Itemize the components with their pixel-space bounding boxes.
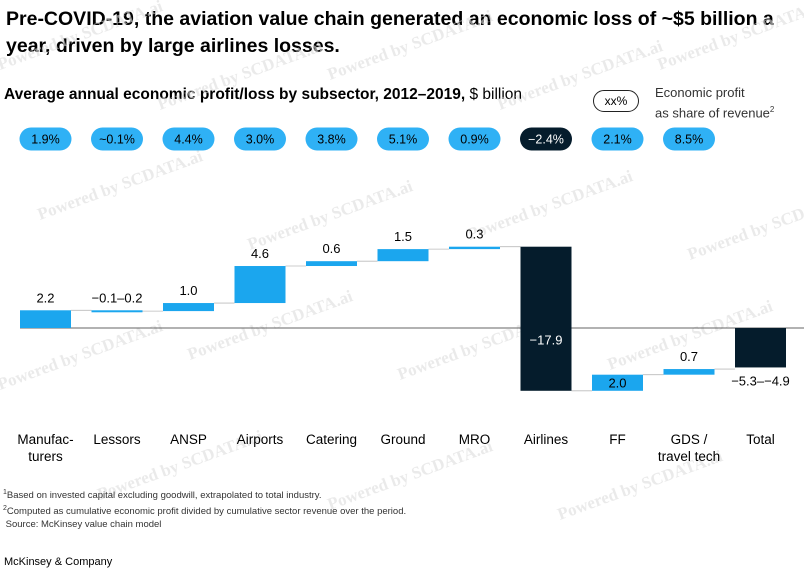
- margin-label-7: −2.4%: [528, 133, 564, 147]
- margin-pill-7: [520, 127, 572, 151]
- margin-label-2: 4.4%: [174, 133, 203, 147]
- chart-subtitle: Average annual economic profit/loss by s…: [4, 86, 522, 104]
- bar-5: [377, 249, 429, 262]
- bar-1: [91, 310, 143, 313]
- category-label-10: Total: [746, 432, 775, 447]
- bar-8: [592, 374, 643, 391]
- value-label-6: 0.3: [465, 227, 483, 242]
- legend-line-1: Economic profit: [655, 85, 745, 100]
- watermark-text: Powered by SCDATA.ai: [325, 6, 496, 84]
- watermark-text: Powered by SCDATA.ai: [0, 0, 165, 74]
- margin-pill-5: [377, 127, 429, 151]
- margin-label-6: 0.9%: [460, 133, 489, 147]
- subtitle-text: Average annual economic profit/loss by s…: [4, 86, 466, 103]
- bar-9: [663, 369, 715, 375]
- margin-label-5: 5.1%: [389, 133, 418, 147]
- bar-7: [520, 246, 572, 391]
- margin-pill-6: [448, 127, 501, 151]
- category-label-0: Manufac-turers: [17, 432, 73, 464]
- value-label-8: 2.0: [608, 376, 626, 391]
- margin-label-1: ~0.1%: [99, 133, 135, 147]
- value-label-5: 1.5: [394, 229, 412, 244]
- watermark-text: Powered by SCDATA.ai: [685, 186, 804, 264]
- category-label-4: Catering: [306, 432, 357, 447]
- legend-pill: xx%: [593, 90, 639, 112]
- bar-10: [735, 328, 786, 368]
- margin-pill-0: [19, 127, 72, 151]
- watermark-text: Powered by SCDATA.ai: [35, 146, 205, 224]
- legend-text: Economic profit as share of revenue2: [655, 84, 774, 121]
- bar-2: [163, 303, 214, 312]
- margin-label-4: 3.8%: [317, 133, 346, 147]
- category-label-3: Airports: [237, 432, 284, 447]
- value-label-1: −0.1–0.2: [92, 290, 143, 305]
- footnote-source: Source: McKinsey value chain model: [5, 519, 162, 531]
- bar-3: [234, 266, 286, 304]
- margin-label-0: 1.9%: [31, 133, 60, 147]
- footnote-1: 1Based on invested capital excluding goo…: [3, 489, 322, 502]
- watermark-text: Powered by SCDATA.ai: [495, 36, 666, 114]
- watermark-text: Powered by SCDATA.ai: [155, 36, 325, 114]
- value-label-7: −17.9: [530, 333, 563, 348]
- category-label-9: GDS / travel tech: [658, 432, 720, 464]
- margin-label-3: 3.0%: [246, 133, 275, 147]
- category-label-6: MRO: [459, 432, 491, 447]
- bar-0: [20, 310, 71, 328]
- value-label-3: 4.6: [251, 246, 269, 261]
- subtitle-unit: $ billion: [469, 86, 523, 103]
- bar-4: [306, 261, 357, 267]
- margin-pill-9: [663, 127, 715, 151]
- brand-footer: McKinsey & Company: [4, 556, 113, 568]
- category-label-2: ANSP: [170, 432, 207, 447]
- margin-pill-8: [591, 127, 644, 151]
- footnotes: 1Based on invested capital excluding goo…: [3, 486, 406, 531]
- category-label-5: Ground: [380, 432, 425, 447]
- chart-title: Pre-COVID-19, the aviation value chain g…: [6, 8, 774, 57]
- value-label-9: 0.7: [680, 349, 698, 364]
- watermark-text: Powered by SCDATA.ai: [655, 0, 804, 74]
- value-label-0: 2.2: [36, 290, 54, 305]
- category-label-8: FF: [609, 432, 626, 447]
- value-label-4: 0.6: [322, 241, 340, 256]
- category-label-1: Lessors: [93, 432, 141, 447]
- footnote-2: 2Computed as cumulative economic profit …: [3, 505, 407, 518]
- margin-label-9: 8.5%: [675, 133, 704, 147]
- margin-pill-4: [305, 127, 358, 151]
- bar-6: [449, 246, 500, 250]
- value-label-10: −5.3–−4.9: [731, 373, 790, 388]
- category-label-7: Airlines: [524, 432, 569, 447]
- margin-pill-3: [234, 127, 286, 151]
- watermark-text: Powered by SCDATA.ai: [465, 166, 636, 244]
- legend-line-2: as share of revenue2: [655, 105, 775, 121]
- margin-pill-2: [162, 127, 215, 151]
- value-label-2: 1.0: [179, 283, 197, 298]
- margin-label-8: 2.1%: [603, 133, 632, 147]
- margin-pill-1: [91, 127, 143, 151]
